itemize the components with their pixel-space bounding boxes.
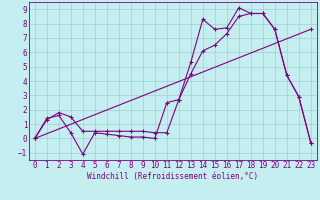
X-axis label: Windchill (Refroidissement éolien,°C): Windchill (Refroidissement éolien,°C)	[87, 172, 258, 181]
